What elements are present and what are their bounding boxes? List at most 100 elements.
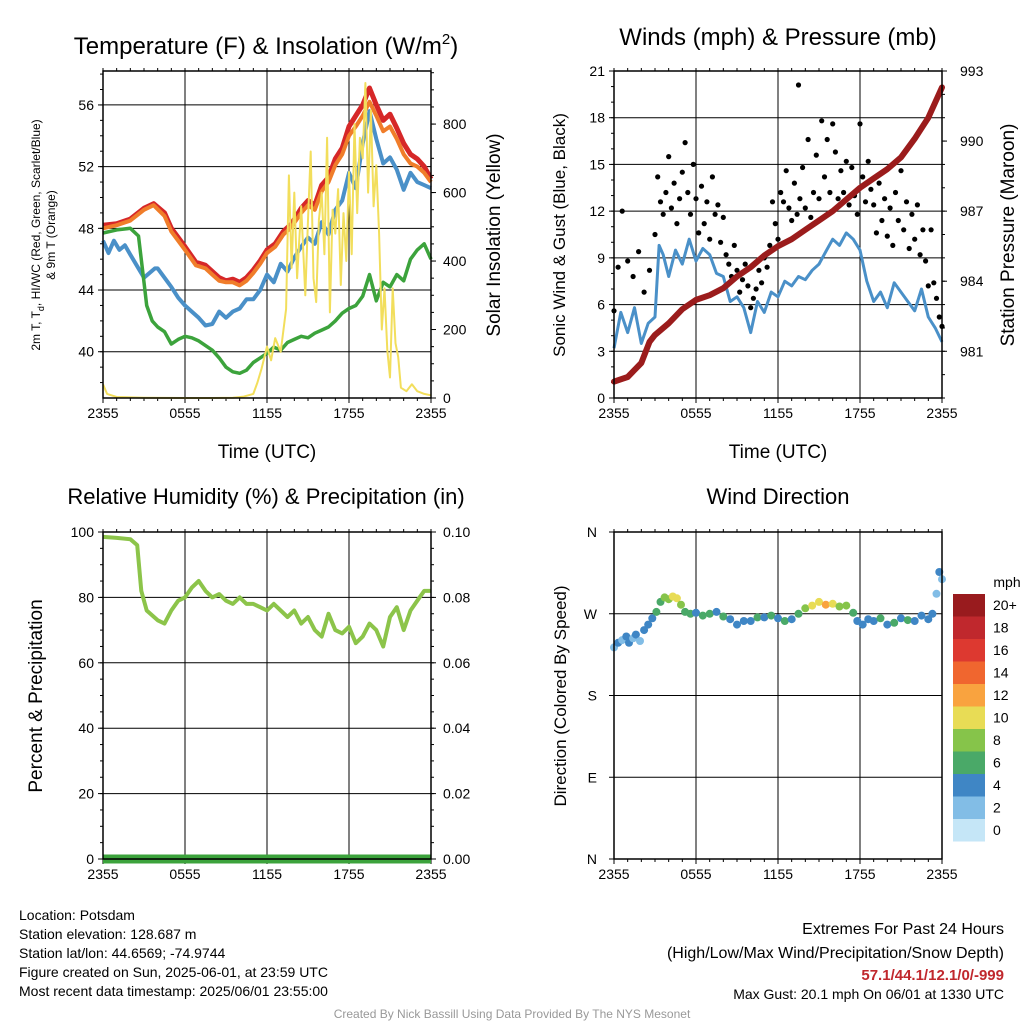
dir-x-tick-label: 1755	[844, 866, 875, 882]
direction-point	[910, 617, 919, 625]
wind-y-tick-label: 6	[597, 297, 605, 313]
precip-y-tick-label: 0.00	[443, 851, 470, 867]
direction-panel-title: Wind Direction	[706, 484, 849, 509]
speed-legend-label: 12	[993, 687, 1009, 703]
insolation-y-tick-label: 600	[443, 185, 467, 201]
gust-point	[805, 136, 811, 143]
gust-point	[862, 199, 869, 205]
gust-point	[786, 205, 792, 211]
pressure-y-axis-label: Station Pressure (Maroon)	[998, 124, 1019, 347]
dir-x-tick-label: 1155	[763, 866, 793, 882]
temp-y-tick-label: 48	[78, 220, 94, 236]
gust-point	[909, 211, 915, 217]
wind-y-tick-label: 18	[589, 110, 605, 126]
temp-x-axis-label: Time (UTC)	[218, 442, 317, 463]
gust-point	[857, 121, 863, 127]
direction-point	[672, 594, 681, 603]
gust-point	[901, 227, 907, 233]
direction-point	[739, 617, 748, 625]
rh-y-axis-label: Percent & Precipitation	[26, 599, 47, 792]
temp-x-tick-label: 2355	[87, 405, 118, 421]
gust-point	[920, 227, 926, 233]
gust-point	[663, 189, 669, 196]
direction-point	[631, 630, 640, 639]
gust-point	[802, 205, 808, 211]
rh-y-tick-label: 80	[78, 589, 94, 605]
gust-point	[682, 140, 688, 146]
gust-point	[898, 168, 904, 174]
direction-point	[677, 600, 685, 609]
station-elevation: Station elevation: 128.687 m	[19, 926, 197, 942]
dir-plot-frame	[613, 531, 943, 860]
gust-point	[827, 189, 833, 196]
gust-point	[674, 221, 680, 227]
gust-point	[795, 82, 802, 88]
gust-point	[712, 211, 718, 217]
wind-y-tick-label: 0	[597, 390, 605, 406]
station-info: Location: Potsdam Station elevation: 128…	[19, 906, 328, 1001]
speed-legend-swatch	[953, 751, 985, 774]
direction-point	[692, 608, 700, 617]
gust-point	[778, 189, 784, 196]
gust-point	[816, 196, 822, 202]
figure-created: Figure created on Sun, 2025-06-01, at 23…	[19, 964, 328, 980]
gust-point	[873, 230, 880, 236]
precip-y-tick-label: 0.06	[443, 655, 470, 671]
temp-x-tick-label: 2355	[415, 405, 446, 421]
rh-x-tick-label: 1755	[333, 866, 364, 882]
direction-point	[808, 601, 817, 610]
heat-index-windchill-line	[101, 109, 432, 328]
gust-point	[646, 267, 653, 273]
gust-point	[865, 158, 871, 164]
gust-point	[685, 189, 691, 196]
station-latlon: Station lat/lon: 44.6569; -74.9744	[19, 945, 226, 961]
wind-x-tick-label: 2355	[598, 405, 629, 421]
pressure-y-tick-label: 993	[960, 63, 984, 79]
gust-point	[704, 199, 710, 205]
gust-point	[723, 252, 729, 258]
gust-point	[884, 233, 890, 239]
gust-point	[838, 168, 844, 174]
wind-x-tick-label: 2355	[926, 405, 957, 421]
recent-timestamp: Most recent data timestamp: 2025/06/01 2…	[19, 983, 328, 999]
speed-legend-swatch	[953, 616, 985, 639]
gust-point	[794, 211, 800, 217]
rh-y-tick-label: 40	[78, 720, 94, 736]
gust-point	[808, 214, 814, 220]
gust-point	[871, 202, 877, 208]
gust-point	[690, 161, 696, 167]
gust-point	[720, 214, 726, 220]
max-gust: Max Gust: 20.1 mph On 06/01 at 1330 UTC	[733, 986, 1004, 1002]
direction-point	[917, 611, 926, 620]
gust-point	[887, 205, 893, 211]
pressure-y-tick-label: 981	[960, 343, 984, 359]
gust-point	[854, 211, 860, 217]
temp-panel-title: Temperature (F) & Insolation (W/m2)	[74, 31, 458, 60]
gust-point	[718, 239, 724, 245]
extremes-title: Extremes For Past 24 Hours	[802, 921, 1004, 938]
gust-point	[698, 183, 705, 189]
wind-x-axis-label: Time (UTC)	[729, 442, 828, 463]
gust-point	[783, 168, 789, 174]
gust-point	[748, 305, 754, 311]
dir-y-tick-label: N	[587, 851, 597, 867]
direction-point	[622, 632, 631, 641]
gust-point	[835, 196, 841, 202]
direction-point	[928, 609, 937, 618]
precip-y-tick-label: 0.08	[443, 589, 470, 605]
direction-point	[648, 614, 657, 623]
gust-point	[619, 208, 625, 214]
gust-point	[679, 169, 685, 175]
gust-point	[789, 217, 795, 224]
temp-y-tick-label: 56	[78, 97, 94, 113]
dir-x-tick-label: 2355	[926, 866, 957, 882]
direction-point	[897, 614, 905, 623]
gust-point	[843, 158, 849, 164]
gust-point	[846, 202, 852, 208]
direction-point	[849, 608, 858, 617]
extremes-subtitle: (High/Low/Max Wind/Precipitation/Snow De…	[666, 945, 1004, 962]
rh-x-tick-label: 0555	[169, 866, 200, 882]
gust-point	[903, 199, 910, 205]
wind-x-tick-label: 1155	[763, 405, 793, 421]
